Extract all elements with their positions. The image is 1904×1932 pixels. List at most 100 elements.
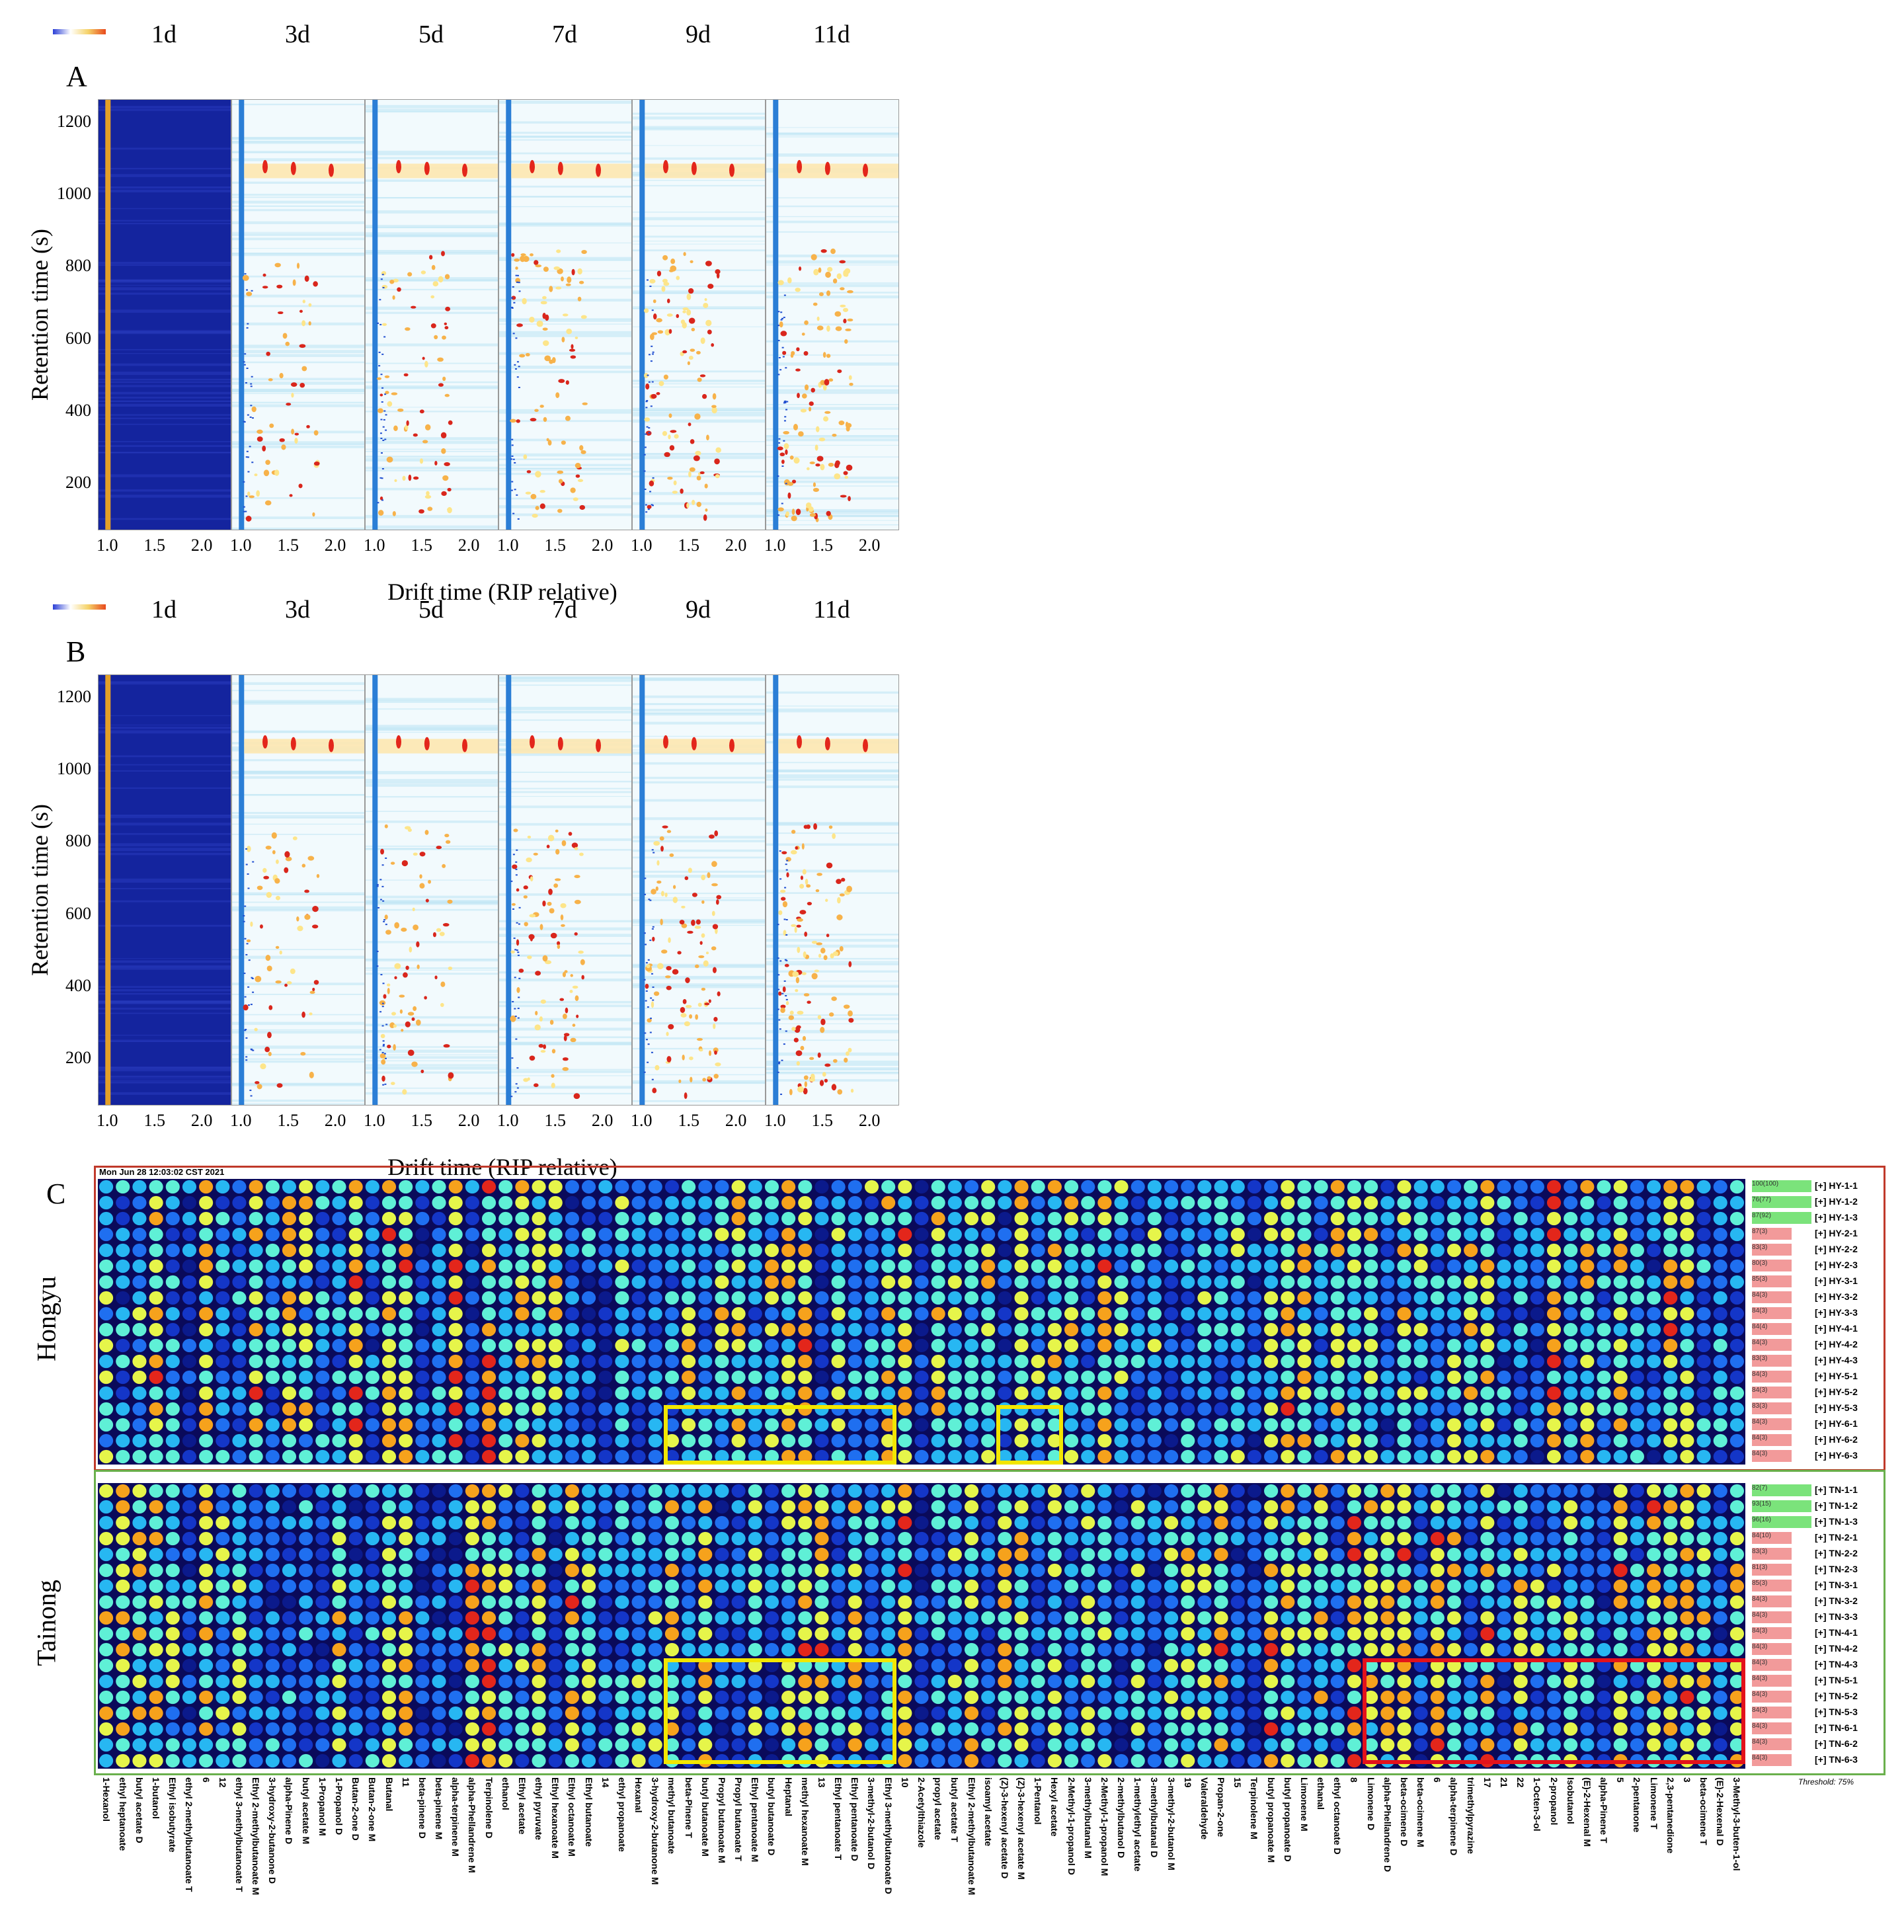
heat-cell [1114, 1674, 1129, 1689]
streak [232, 275, 364, 278]
heat-cell [1181, 1180, 1195, 1194]
spot [265, 846, 272, 850]
spot [316, 873, 320, 878]
heat-cell [1147, 1386, 1162, 1400]
streak [366, 343, 498, 346]
spot [803, 1088, 808, 1095]
heat-cell [498, 1211, 513, 1226]
spot [779, 452, 785, 457]
heat-cell [481, 1322, 496, 1337]
heat-cell [232, 1322, 247, 1337]
heat-cell [881, 1627, 896, 1641]
heat-cell [1114, 1338, 1129, 1353]
heat-cell [881, 1531, 896, 1546]
heat-cell [598, 1595, 613, 1609]
heat-cell [265, 1579, 280, 1593]
heat-cell [664, 1484, 679, 1498]
heat-cell [581, 1642, 596, 1657]
spot [379, 1049, 381, 1051]
streak [99, 417, 231, 419]
spot [247, 887, 250, 889]
spot [567, 276, 572, 284]
spot [401, 1029, 404, 1032]
streak [232, 497, 364, 499]
streak [99, 353, 231, 354]
heat-cell [1247, 1418, 1262, 1432]
heat-cell [931, 1402, 945, 1416]
heat-cell [1164, 1738, 1179, 1752]
heat-cell [1347, 1259, 1362, 1273]
heat-cell [1530, 1370, 1544, 1385]
spot [385, 930, 391, 935]
spot [796, 1061, 800, 1066]
heat-cell [848, 1433, 862, 1448]
streak [499, 684, 631, 686]
heat-cell [1314, 1563, 1328, 1578]
heat-cell [1380, 1449, 1395, 1464]
heat-cell [532, 1180, 546, 1194]
heat-cell [831, 1275, 846, 1289]
spot [681, 923, 688, 928]
heat-cell [1281, 1195, 1295, 1210]
heat-cell [1031, 1195, 1045, 1210]
heat-cell [216, 1402, 230, 1416]
heat-cell [748, 1722, 762, 1736]
heat-cell [282, 1595, 297, 1609]
heat-cell [1630, 1291, 1644, 1305]
heat-cell [1230, 1433, 1245, 1448]
heat-cell [764, 1690, 779, 1705]
A-x-tick-11d-2.0: 2.0 [858, 536, 881, 555]
B-column-label-7d: 7d [552, 596, 577, 624]
heat-cell [798, 1738, 813, 1752]
heat-cell [698, 1354, 713, 1369]
streak [366, 458, 498, 461]
heat-cell [348, 1370, 363, 1385]
spot [781, 503, 783, 504]
spot [245, 864, 248, 865]
heat-cell [581, 1418, 596, 1432]
peak [396, 160, 401, 174]
heat-cell [864, 1611, 879, 1625]
spot [645, 944, 647, 946]
heat-cell [465, 1706, 479, 1720]
spot [576, 1014, 579, 1018]
spot [697, 1002, 702, 1007]
heat-cell [1247, 1243, 1262, 1258]
heat-cell [648, 1738, 662, 1752]
heat-cell [631, 1531, 646, 1546]
heat-cell [1197, 1722, 1212, 1736]
heat-cell [615, 1275, 629, 1289]
heat-cell [1197, 1180, 1212, 1194]
heat-cell [581, 1307, 596, 1321]
spot [648, 381, 651, 383]
heat-cell [282, 1370, 297, 1385]
spot [413, 476, 419, 480]
heat-cell [831, 1211, 846, 1226]
heat-cell [664, 1547, 679, 1562]
heat-cell [1130, 1449, 1145, 1464]
heat-cell [432, 1642, 446, 1657]
heat-cell [1081, 1547, 1095, 1562]
heat-cell [381, 1706, 397, 1720]
heat-cell [648, 1291, 662, 1305]
heat-cell [831, 1386, 846, 1400]
heat-cell [1513, 1243, 1528, 1258]
spot [392, 295, 395, 300]
heat-cell [1380, 1370, 1395, 1385]
heat-cell [1230, 1753, 1245, 1768]
heat-cell [1613, 1386, 1628, 1400]
spot [404, 826, 411, 830]
spot [777, 280, 784, 286]
heat-cell [116, 1354, 130, 1369]
row-badge-[+] HY-4-3: 83(3) [1752, 1355, 1792, 1367]
heat-cell [1164, 1515, 1179, 1530]
heat-cell [282, 1195, 297, 1210]
spot [515, 874, 518, 876]
heat-cell [848, 1354, 862, 1369]
heat-cell [881, 1611, 896, 1625]
heat-cell [1464, 1354, 1478, 1369]
heat-cell [249, 1418, 263, 1432]
heat-cell [515, 1515, 530, 1530]
heat-cell [1130, 1722, 1145, 1736]
heat-cell [1630, 1449, 1644, 1464]
